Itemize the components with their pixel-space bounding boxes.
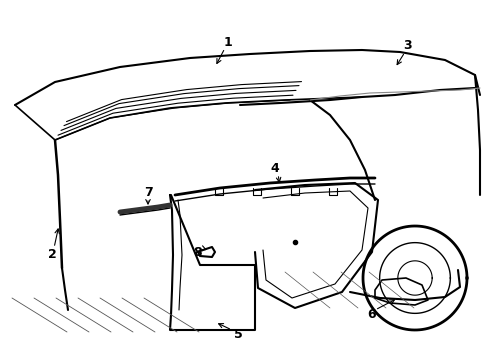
Text: 4: 4 <box>270 162 279 175</box>
Text: 6: 6 <box>368 309 376 321</box>
Text: 2: 2 <box>48 248 56 261</box>
Text: 7: 7 <box>144 185 152 198</box>
Text: 8: 8 <box>194 246 202 258</box>
Text: 3: 3 <box>404 39 412 51</box>
Text: 1: 1 <box>223 36 232 49</box>
Text: 5: 5 <box>234 328 243 342</box>
